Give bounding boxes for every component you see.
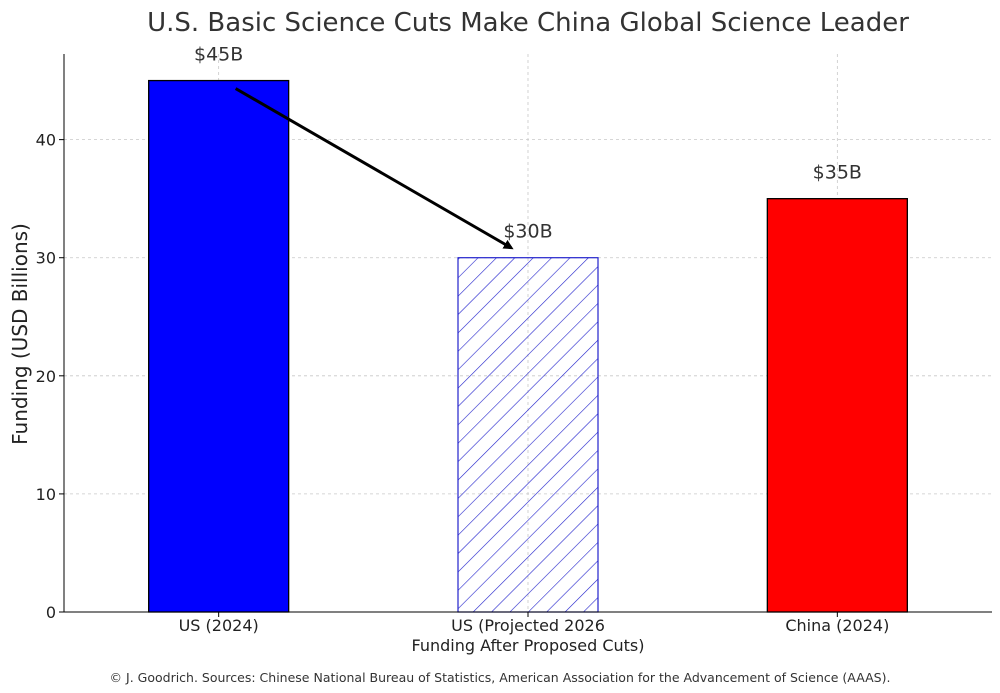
chart-title: U.S. Basic Science Cuts Make China Globa…	[147, 8, 909, 38]
data-labels: $45B $30B $35B	[194, 44, 862, 243]
y-tick-label: 20	[36, 367, 56, 386]
y-axis-label: Funding (USD Billions)	[8, 223, 32, 445]
bar-0	[148, 79, 290, 613]
y-tick-label: 10	[36, 485, 56, 504]
y-tick-label: 0	[46, 603, 56, 622]
y-tick-label: 30	[36, 249, 56, 268]
axes: 0 10 20 30 40 US (2024) US (Projected 2026 Fund…	[36, 54, 992, 655]
x-tick-label: US (2024)	[179, 616, 259, 635]
source-note: © J. Goodrich. Sources: Chinese National…	[110, 670, 891, 685]
data-label: $45B	[194, 44, 243, 66]
y-tick-label: 40	[36, 131, 56, 150]
data-label: $30B	[503, 221, 552, 243]
bar-1	[457, 257, 599, 613]
annotations	[234, 87, 514, 250]
bar-2	[766, 198, 908, 613]
x-tick-label: China (2024)	[785, 616, 889, 635]
data-label: $35B	[813, 162, 862, 184]
x-tick-label: US (Projected 2026 Funding After Proposed…	[411, 616, 644, 655]
arrow-annotation	[234, 87, 514, 250]
bars	[148, 79, 908, 613]
